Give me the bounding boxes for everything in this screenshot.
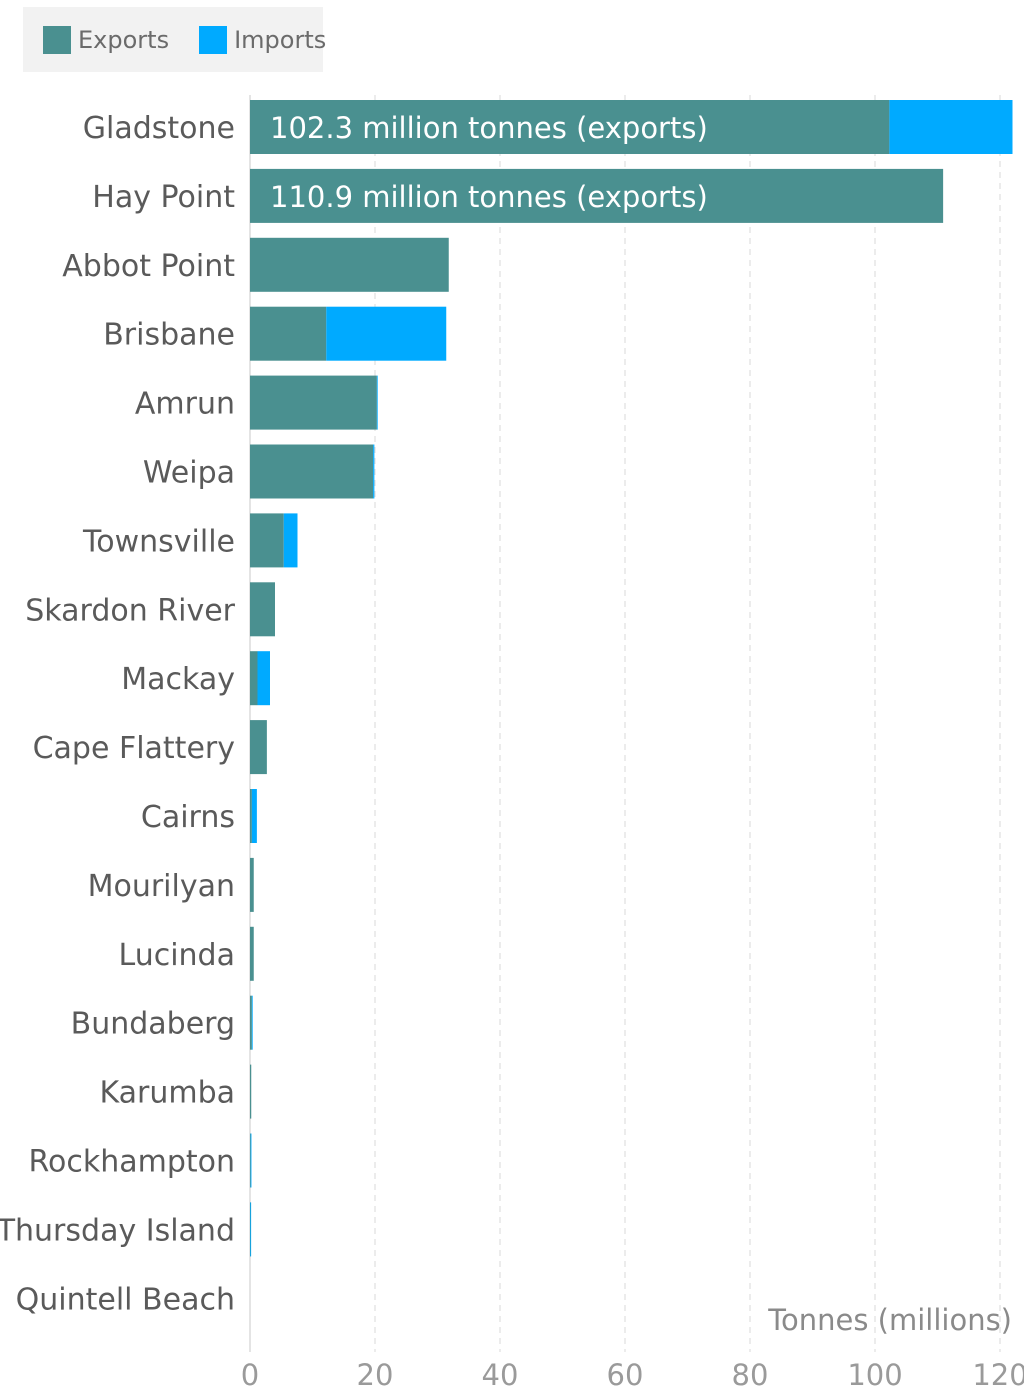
category-label: Gladstone — [83, 111, 235, 146]
x-tick-label-40: 40 — [482, 1358, 519, 1392]
category-label: Quintell Beach — [16, 1282, 235, 1317]
category-label: Cairns — [141, 800, 235, 835]
bar-exports[interactable] — [250, 857, 254, 912]
legend-item-imports[interactable]: Imports — [199, 25, 327, 54]
x-axis-label: Tonnes (millions) — [767, 1303, 1012, 1337]
bar-data-label: 110.9 million tonnes (exports) — [270, 180, 708, 214]
category-label: Bundaberg — [71, 1007, 235, 1042]
category-label: Lucinda — [119, 938, 235, 973]
bar-imports[interactable] — [251, 789, 257, 843]
x-tick-label-120: 120 — [972, 1358, 1024, 1392]
bar-imports[interactable] — [373, 444, 375, 499]
bar-imports[interactable] — [251, 995, 253, 1050]
bar-imports[interactable] — [283, 513, 298, 568]
category-label: Mourilyan — [88, 869, 235, 904]
category-label: Cape Flattery — [33, 731, 235, 766]
category-label: Mackay — [121, 662, 235, 697]
category-label: Rockhampton — [28, 1145, 235, 1180]
bar-imports[interactable] — [250, 1133, 252, 1188]
bar-exports[interactable] — [250, 168, 944, 223]
bar-exports[interactable] — [250, 720, 267, 775]
bar-exports[interactable] — [250, 100, 890, 154]
legend-label-imports: Imports — [234, 25, 327, 54]
category-label: Brisbane — [103, 318, 235, 353]
bar-exports[interactable] — [250, 306, 327, 361]
legend-label-exports: Exports — [78, 25, 170, 54]
category-label: Hay Point — [92, 180, 235, 215]
category-label: Karumba — [99, 1076, 235, 1111]
bar-imports[interactable] — [889, 100, 1013, 154]
exports-swatch-icon — [43, 25, 71, 54]
x-tick-label-20: 20 — [357, 1358, 394, 1392]
bar-imports[interactable] — [376, 375, 378, 430]
bar-imports[interactable] — [326, 306, 447, 361]
category-label: Townsville — [82, 524, 235, 559]
bar-exports[interactable] — [250, 1064, 252, 1119]
category-label: Amrun — [135, 387, 235, 422]
bar-imports[interactable] — [250, 1202, 252, 1257]
x-tick-label-100: 100 — [847, 1358, 902, 1392]
bar-exports[interactable] — [250, 375, 377, 430]
bar-exports[interactable] — [250, 651, 258, 706]
bar-exports[interactable] — [250, 444, 374, 499]
legend-item-exports[interactable]: Exports — [43, 25, 170, 54]
bar-exports[interactable] — [250, 926, 254, 981]
x-tick-label-60: 60 — [607, 1358, 644, 1392]
legend: Exports Imports — [23, 7, 327, 72]
bar-exports[interactable] — [250, 582, 275, 637]
bar-exports[interactable] — [250, 513, 284, 568]
x-tick-label-0: 0 — [241, 1358, 259, 1392]
bar-data-label: 102.3 million tonnes (exports) — [270, 111, 708, 145]
bar-exports[interactable] — [250, 1133, 251, 1188]
bar-exports[interactable] — [250, 995, 252, 1050]
x-tick-label-80: 80 — [732, 1358, 769, 1392]
category-label: Weipa — [143, 456, 235, 491]
bar-exports[interactable] — [250, 789, 252, 843]
category-label: Thursday Island — [0, 1213, 235, 1248]
category-label: Skardon River — [25, 593, 235, 628]
bar-imports[interactable] — [257, 651, 271, 706]
imports-swatch-icon — [199, 25, 228, 54]
bar-exports[interactable] — [250, 237, 449, 292]
category-label: Abbot Point — [62, 249, 235, 284]
